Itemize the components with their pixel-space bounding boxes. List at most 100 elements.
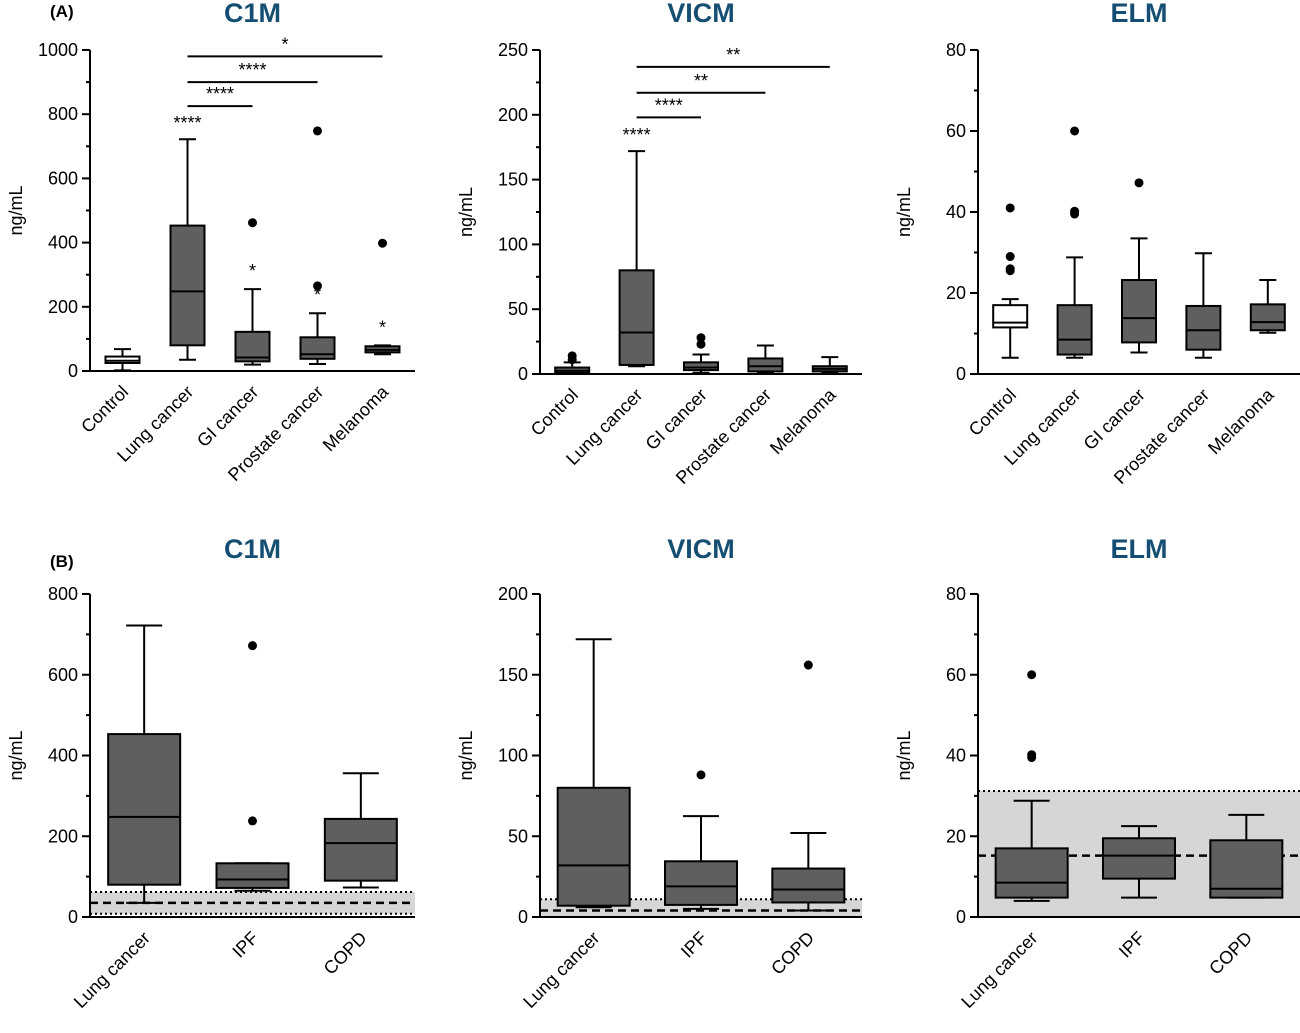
x-category-label: Control bbox=[965, 385, 1020, 440]
box-2 bbox=[683, 333, 719, 374]
box-3 bbox=[1185, 252, 1222, 359]
chart-3: C1M 0 200 400 600 800 ng/mL Lung cancer IPF COPD bbox=[6, 534, 415, 1012]
y-tick-label: 60 bbox=[946, 121, 966, 141]
outlier-point bbox=[1027, 750, 1037, 760]
chart-title: VICM bbox=[667, 0, 735, 28]
chart-title: C1M bbox=[224, 0, 281, 28]
box-iqr bbox=[771, 867, 846, 904]
x-category-label: Control bbox=[527, 385, 582, 440]
box-1: **** bbox=[169, 113, 206, 361]
box-3 bbox=[747, 344, 784, 374]
x-category-label: Lung cancer bbox=[957, 928, 1041, 1012]
y-tick-label: 150 bbox=[498, 170, 528, 190]
y-tick-label: 800 bbox=[48, 104, 78, 124]
y-tick-label: 800 bbox=[48, 584, 78, 604]
chart-1: VICM050100150200250ng/mLControl****Lung … bbox=[456, 0, 862, 488]
y-tick-label: 200 bbox=[498, 584, 528, 604]
x-category-label: COPD bbox=[1205, 928, 1256, 979]
box-0 bbox=[556, 638, 631, 909]
outlier-point bbox=[803, 660, 813, 670]
chart-4: VICM 0 50 100 150 200 ng/mL Lung cancer IPF COPD bbox=[456, 534, 862, 1012]
y-tick-label: 20 bbox=[946, 826, 966, 846]
box-iqr bbox=[1185, 304, 1222, 351]
box-3: * bbox=[299, 126, 336, 365]
x-category-label: IPF bbox=[1115, 928, 1149, 962]
outlier-point bbox=[1134, 178, 1144, 188]
y-axis-label: ng/mL bbox=[894, 730, 914, 780]
x-category-label: GI cancer bbox=[642, 385, 711, 454]
x-category-label: Melanoma bbox=[1204, 384, 1278, 458]
y-tick-label: 150 bbox=[498, 665, 528, 685]
box-2: * bbox=[234, 218, 271, 366]
y-axis-label: ng/mL bbox=[456, 187, 476, 237]
chart-title: ELM bbox=[1111, 534, 1168, 564]
outlier-point bbox=[248, 641, 257, 651]
outlier-point bbox=[696, 339, 706, 349]
significance-bracket-label: **** bbox=[238, 60, 266, 80]
significance-star: * bbox=[379, 317, 386, 337]
x-category-label: IPF bbox=[228, 928, 262, 962]
box-iqr bbox=[323, 817, 398, 882]
y-tick-label: 80 bbox=[946, 40, 966, 60]
box-0 bbox=[107, 624, 182, 904]
x-category-label: GI cancer bbox=[193, 382, 262, 451]
box-iqr bbox=[107, 733, 182, 886]
box-2 bbox=[1209, 813, 1284, 899]
box-iqr bbox=[664, 860, 738, 906]
box-1: **** bbox=[618, 125, 655, 368]
y-tick-label: 0 bbox=[956, 907, 966, 927]
y-tick-label: 20 bbox=[946, 283, 966, 303]
y-tick-label: 40 bbox=[946, 202, 966, 222]
x-category-label: IPF bbox=[677, 928, 711, 962]
y-tick-label: 50 bbox=[508, 826, 528, 846]
panel-label-b: (B) bbox=[50, 552, 74, 571]
y-tick-label: 200 bbox=[498, 105, 528, 125]
x-category-label: Lung cancer bbox=[519, 928, 603, 1012]
y-tick-label: 0 bbox=[68, 361, 78, 381]
box-4 bbox=[811, 356, 848, 374]
x-category-label: Lung cancer bbox=[70, 928, 154, 1012]
box-iqr bbox=[992, 304, 1029, 329]
y-axis-label: ng/mL bbox=[6, 730, 26, 780]
y-tick-label: 600 bbox=[48, 168, 78, 188]
y-axis-label: ng/mL bbox=[894, 187, 914, 237]
box-2 bbox=[771, 660, 846, 912]
significance-bracket-label: * bbox=[281, 34, 288, 54]
chart-0: C1M02004006008001000ng/mLControl****Lung… bbox=[6, 0, 415, 485]
box-iqr bbox=[1056, 304, 1093, 356]
outlier-point bbox=[696, 770, 706, 780]
y-tick-label: 1000 bbox=[38, 40, 78, 60]
box-0 bbox=[994, 670, 1069, 902]
significance-star: * bbox=[249, 261, 256, 281]
box-0 bbox=[992, 203, 1029, 359]
box-4 bbox=[1249, 279, 1286, 334]
significance-bracket-label: **** bbox=[206, 84, 234, 104]
chart-title: VICM bbox=[667, 534, 735, 564]
y-tick-label: 100 bbox=[498, 234, 528, 254]
outlier-point bbox=[378, 238, 387, 248]
outlier-point bbox=[567, 351, 577, 361]
outlier-point bbox=[248, 816, 257, 826]
panel-label-a: (A) bbox=[50, 2, 74, 21]
y-axis-label: ng/mL bbox=[456, 730, 476, 780]
outlier-point bbox=[1005, 252, 1015, 262]
box-iqr bbox=[1249, 303, 1286, 332]
y-tick-label: 400 bbox=[48, 746, 78, 766]
significance-star: **** bbox=[173, 113, 201, 133]
x-category-label: Melanoma bbox=[766, 384, 840, 458]
y-tick-label: 0 bbox=[68, 907, 78, 927]
box-1 bbox=[664, 770, 738, 910]
y-tick-label: 0 bbox=[518, 907, 528, 927]
box-iqr bbox=[215, 862, 290, 889]
box-1 bbox=[1056, 126, 1093, 359]
x-category-label: COPD bbox=[767, 928, 818, 979]
y-tick-label: 0 bbox=[518, 364, 528, 384]
outlier-point bbox=[313, 126, 322, 136]
y-tick-label: 60 bbox=[946, 665, 966, 685]
outlier-point bbox=[1070, 206, 1080, 216]
x-category-label: Control bbox=[77, 382, 132, 437]
y-tick-label: 600 bbox=[48, 665, 78, 685]
